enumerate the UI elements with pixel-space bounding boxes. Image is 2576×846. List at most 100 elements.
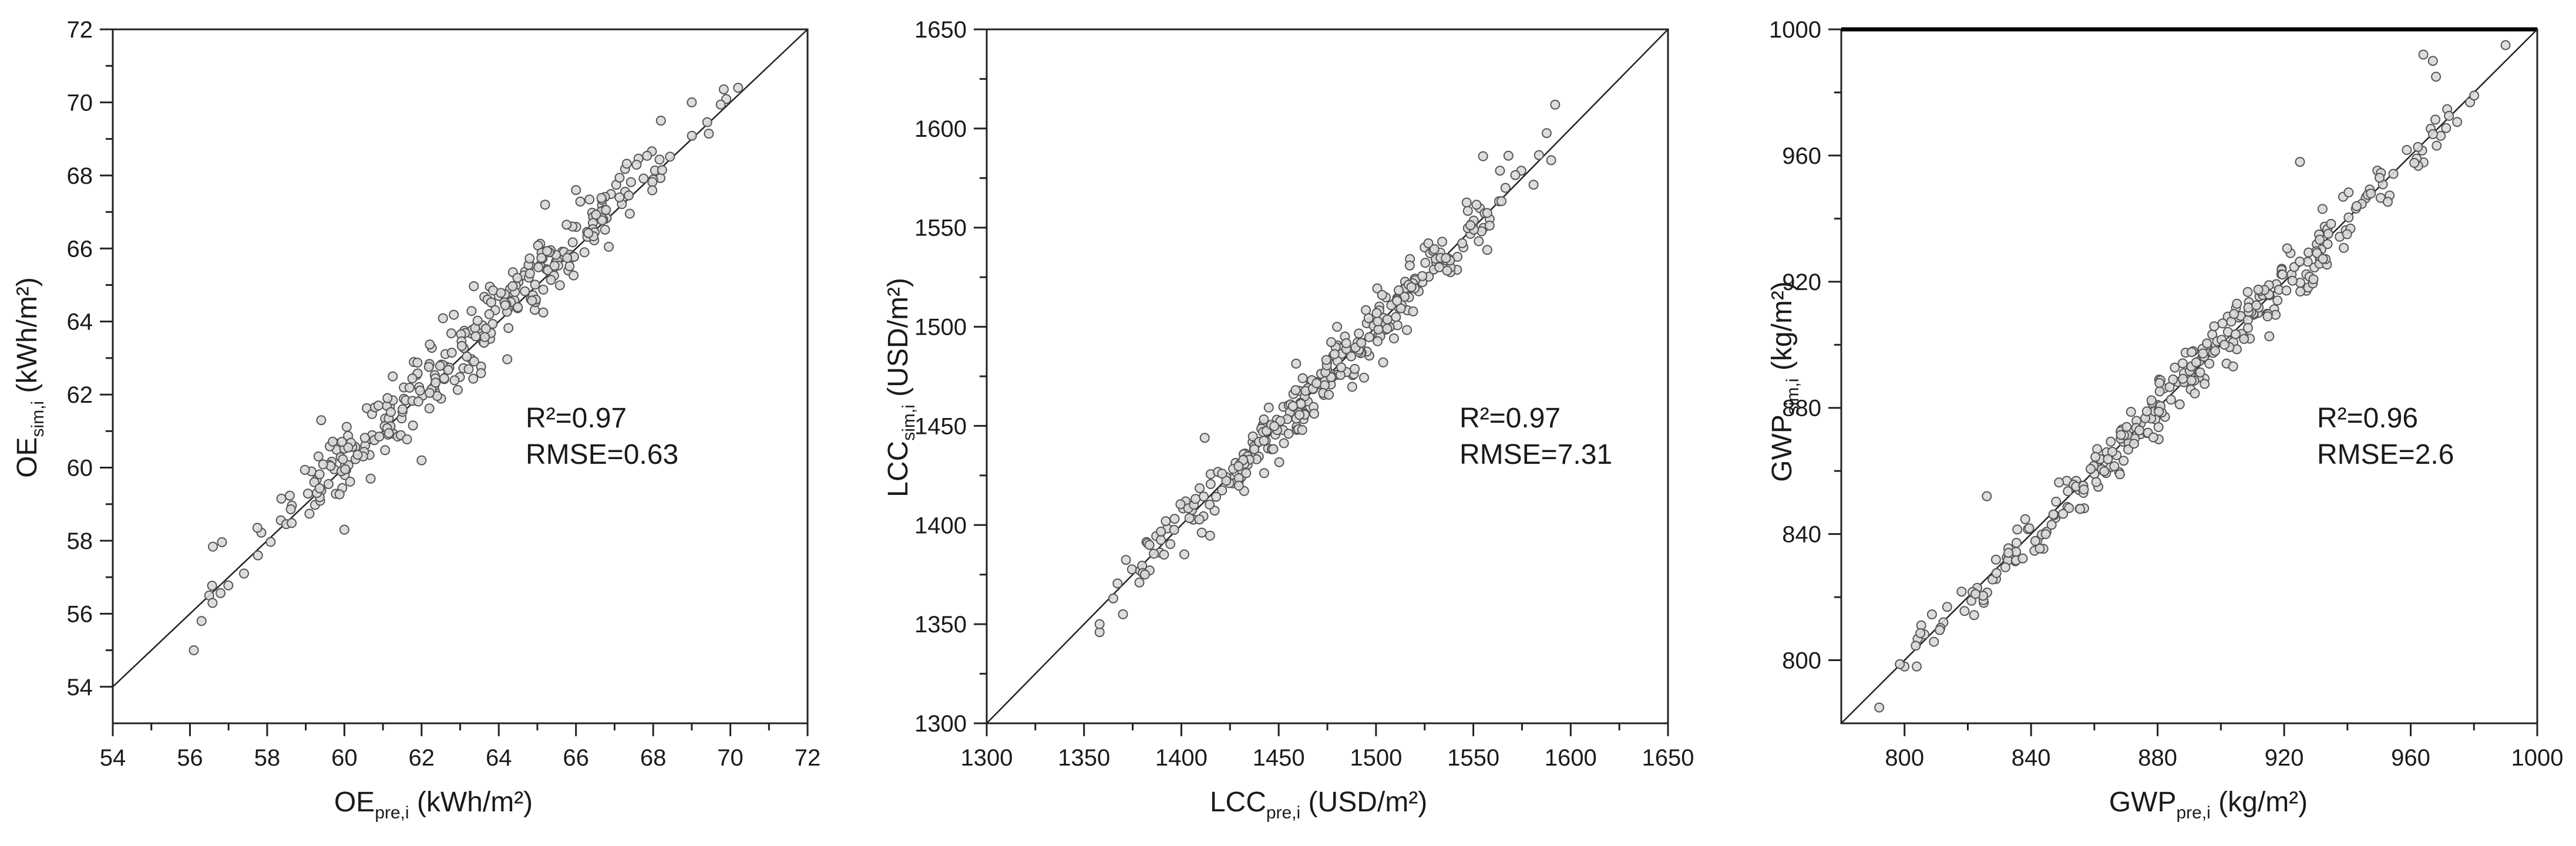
oe-data-point — [468, 373, 479, 384]
lcc-scatter-panel: 1300 1350 1400 1450 1500 1550 1600 1650 1300 1350… — [883, 17, 1694, 823]
oe-data-point — [625, 177, 636, 187]
gwp-y-axis-title: GWPsim,i (kg/m²) — [1767, 281, 1802, 482]
oe-x-tick-label: 72 — [795, 745, 821, 771]
oe-x-axis-title: OEpre,i (kWh/m²) — [334, 787, 533, 823]
lcc-data-point — [1144, 540, 1155, 550]
gwp-data-point — [1990, 554, 2001, 565]
oe-data-point — [304, 508, 315, 519]
gwp-data-point — [2282, 243, 2292, 254]
gwp-data-point — [2315, 234, 2325, 245]
oe-data-point — [239, 568, 249, 579]
gwp-data-point — [2343, 212, 2354, 223]
lcc-data-point — [1402, 325, 1412, 335]
gwp-data-point — [1912, 661, 1922, 672]
gwp-data-point — [2352, 201, 2362, 211]
gwp-data-point — [1895, 659, 1905, 669]
lcc-data-point — [1199, 491, 1209, 502]
lcc-data-point — [1169, 514, 1180, 524]
lcc-data-point — [1194, 514, 1205, 525]
oe-data-point — [446, 328, 456, 339]
oe-data-point — [223, 580, 234, 591]
oe-data-point — [470, 331, 481, 342]
oe-data-point — [569, 270, 579, 281]
oe-x-tick-label: 62 — [409, 745, 435, 771]
oe-data-point — [647, 177, 658, 187]
oe-x-tick-label: 56 — [177, 745, 203, 771]
gwp-data-point — [2413, 141, 2423, 152]
gwp-data-point — [2202, 338, 2212, 349]
oe-data-point — [373, 400, 384, 411]
oe-data-point — [382, 393, 393, 403]
gwp-data-point — [2272, 295, 2283, 306]
oe-data-point — [309, 477, 320, 487]
oe-data-point — [583, 228, 594, 238]
gwp-data-point — [2040, 529, 2051, 540]
lcc-y-tick-label: 1450 — [914, 413, 967, 439]
lcc-data-point — [1259, 414, 1269, 424]
oe-data-point — [402, 434, 412, 444]
oe-data-point — [715, 99, 726, 110]
gwp-data-point — [2063, 486, 2073, 497]
gwp-data-point — [2051, 497, 2062, 507]
oe-data-point — [449, 375, 460, 386]
gwp-data-point — [2146, 395, 2157, 406]
gwp-data-point — [2295, 257, 2305, 267]
oe-data-point — [318, 459, 328, 470]
gwp-data-point — [2402, 145, 2412, 155]
oe-data-point — [339, 524, 349, 535]
lcc-data-point — [1510, 170, 1521, 180]
gwp-data-point — [2020, 514, 2030, 524]
oe-data-point — [631, 160, 642, 170]
oe-data-point — [549, 261, 560, 271]
oe-data-point — [337, 437, 347, 447]
oe-data-point — [352, 450, 363, 460]
gwp-data-point — [2054, 477, 2064, 488]
lcc-r2-annotation: R²=0.97 — [1459, 403, 1561, 434]
gwp-data-point — [2003, 548, 2014, 558]
gwp-data-point — [1942, 602, 1952, 612]
oe-data-point — [313, 451, 324, 461]
gwp-data-point — [2134, 425, 2145, 436]
gwp-data-point — [2048, 509, 2059, 520]
gwp-data-point — [2469, 90, 2480, 101]
oe-r2-annotation: R²=0.97 — [526, 403, 627, 434]
lcc-data-point — [1268, 444, 1279, 454]
oe-data-point — [384, 428, 394, 439]
lcc-y-tick-label: 1350 — [914, 612, 967, 638]
oe-y-tick-label: 56 — [67, 601, 93, 627]
lcc-y-tick-label: 1650 — [914, 17, 967, 43]
lcc-x-tick-label: 1550 — [1447, 745, 1499, 771]
lcc-data-point — [1175, 499, 1186, 510]
oe-y-tick-label: 70 — [67, 90, 93, 116]
lcc-data-point — [1126, 564, 1137, 575]
oe-rmse-annotation: RMSE=0.63 — [526, 439, 678, 470]
lcc-data-point — [1461, 197, 1472, 208]
lcc-data-point — [1332, 322, 1343, 332]
oe-data-point — [302, 488, 313, 499]
lcc-data-point — [1149, 548, 1159, 559]
gwp-rmse-annotation: RMSE=2.6 — [2317, 439, 2454, 470]
oe-y-axis-title: OEsim,i (kWh/m²) — [12, 277, 48, 478]
gwp-data-point — [2217, 318, 2228, 329]
lcc-data-point — [1534, 150, 1544, 160]
lcc-data-point — [1394, 285, 1404, 295]
oe-data-point — [314, 469, 325, 480]
oe-data-point — [600, 224, 610, 235]
oe-data-point — [462, 351, 472, 362]
oe-data-point — [655, 116, 666, 126]
lcc-data-point — [1274, 457, 1284, 467]
lcc-data-point — [1205, 479, 1216, 489]
lcc-data-point — [1191, 494, 1200, 504]
gwp-data-point — [2431, 72, 2442, 82]
gwp-data-point — [2046, 520, 2057, 530]
oe-data-point — [657, 165, 667, 176]
lcc-data-point — [1326, 337, 1337, 348]
gwp-data-point — [2191, 357, 2201, 368]
gwp-data-point — [2106, 436, 2116, 447]
oe-data-point — [472, 315, 483, 326]
lcc-data-point — [1372, 283, 1383, 294]
gwp-data-point — [2075, 504, 2086, 514]
gwp-data-point — [2253, 284, 2264, 295]
oe-data-point — [413, 396, 423, 407]
oe-data-point — [196, 616, 207, 626]
